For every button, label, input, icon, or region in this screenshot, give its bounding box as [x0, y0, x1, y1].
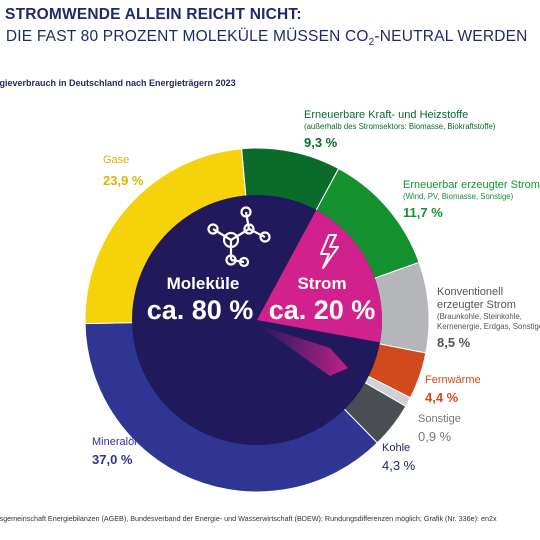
label-erneuerbar-strom-note: (Wind, PV, Biomasse, Sonstige) — [403, 192, 514, 201]
label-konv-name1: Konventionell — [437, 286, 504, 298]
label-kohle-value: 4,3 % — [382, 458, 416, 473]
label-erneuerbar-strom-value: 11,7 % — [403, 205, 443, 220]
chart-subtitle: rgieverbrauch in Deutschland nach Energi… — [0, 78, 236, 88]
chart-title-line2: H DIE FAST 80 PROZENT MOLEKÜLE MÜSSEN CO… — [0, 28, 528, 48]
molecule-icon — [207, 206, 271, 268]
label-fernwaerme-value: 4,4 % — [425, 390, 459, 405]
label-gase-value: 23,9 % — [103, 173, 144, 188]
label-mineraloel-value: 37,0 % — [92, 452, 133, 467]
label-gase: Gase 23,9 % — [103, 154, 143, 187]
label-konventioneller-strom: Konventionell erzeugter Strom (Braunkohl… — [437, 286, 540, 349]
label-erneuerbar-strom: Erneuerbar erzeugter Strom (Wind, PV, Bi… — [403, 179, 540, 219]
strom-value: ca. 20 % — [269, 295, 376, 325]
label-fernwaerme: Fernwärme 4,4 % — [425, 374, 481, 404]
title-part-a: H DIE FAST 80 PROZENT MOLEKÜLE MÜSSEN CO — [0, 28, 369, 45]
inner-strom-wedge — [257, 209, 382, 343]
label-erneuerbar-strom-name: Erneuerbar erzeugter Strom — [403, 179, 540, 191]
label-konv-name2: erzeugter Strom — [437, 299, 516, 311]
title-part-b: -NEUTRAL WERDEN — [374, 28, 528, 45]
molekuele-value: ca. 80 % — [147, 295, 254, 325]
inner-disc — [132, 195, 382, 445]
label-kohle-name: Kohle — [382, 442, 411, 454]
label-konv-value: 8,5 % — [437, 335, 471, 350]
label-fernwaerme-name: Fernwärme — [425, 374, 481, 386]
lightning-icon — [320, 234, 339, 269]
label-kohle: Kohle 4,3 % — [382, 442, 415, 472]
source-footer: itsgemeinschaft Energiebilanzen (AGEB), … — [0, 514, 497, 523]
label-erneuerbare-heizstoffe-note: (außerhalb des Stromsektors: Biomasse, B… — [304, 122, 496, 131]
label-erneuerbare-heizstoffe-value: 9,3 % — [304, 135, 338, 150]
label-mineraloel-name: Mineralöl — [92, 436, 137, 448]
label-gase-name: Gase — [103, 154, 130, 166]
title-subscript: 2 — [368, 37, 375, 48]
label-mineraloel: Mineralöl 37,0 % — [92, 436, 137, 466]
label-sonstige-value: 0,9 % — [418, 429, 452, 444]
label-erneuerbare-heizstoffe: Erneuerbare Kraft- und Heizstoffe (außer… — [304, 109, 495, 149]
label-erneuerbare-heizstoffe-name: Erneuerbare Kraft- und Heizstoffe — [304, 109, 469, 121]
label-konv-note2: Kernenergie, Erdgas, Sonstige) — [437, 322, 540, 331]
strom-label: Strom — [297, 274, 346, 293]
strom-gradient-wedge — [258, 325, 348, 376]
label-sonstige-name: Sonstige — [418, 413, 461, 425]
label-konv-note1: (Braunkohle, Steinkohle, — [437, 312, 522, 321]
chart-title-line1: E STROMWENDE ALLEIN REICHT NICHT: — [0, 6, 302, 23]
molekuele-label: Moleküle — [167, 274, 240, 293]
label-sonstige: Sonstige 0,9 % — [418, 413, 461, 443]
